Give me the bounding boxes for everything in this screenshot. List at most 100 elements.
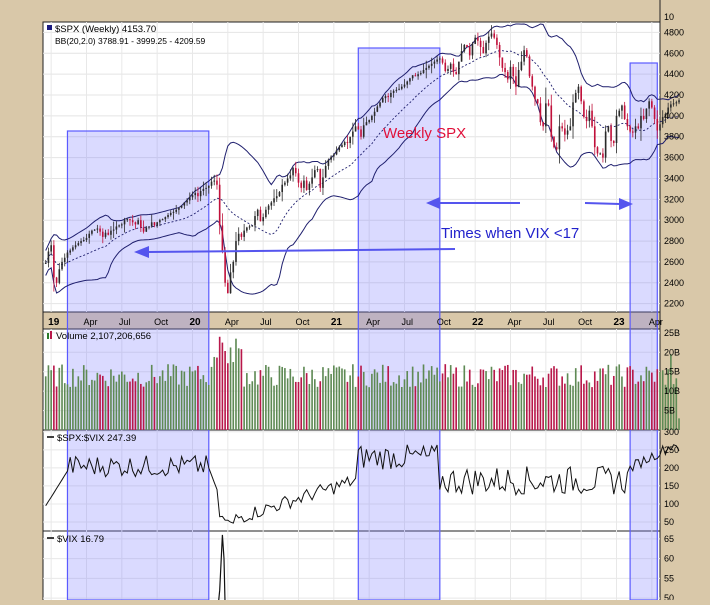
- volume-bar: [246, 373, 248, 430]
- volume-bar: [232, 362, 235, 430]
- price-candle: [273, 198, 275, 203]
- volume-bar: [85, 369, 88, 430]
- price-candle: [528, 56, 531, 77]
- volume-bar: [101, 375, 104, 430]
- price-candle: [224, 250, 226, 283]
- vix-layer: [217, 534, 226, 605]
- volume-bar: [172, 364, 175, 430]
- price-candle: [284, 182, 286, 185]
- x-tick-label: Apr: [508, 317, 522, 327]
- price-candle: [107, 232, 110, 235]
- price-candle: [411, 75, 414, 79]
- price-candle: [479, 40, 482, 48]
- price-candle: [188, 197, 191, 201]
- price-candle: [558, 126, 561, 150]
- volume-bar: [164, 380, 167, 430]
- x-tick-label: Apr: [649, 317, 663, 327]
- price-candle: [278, 192, 281, 197]
- volume-bar: [593, 371, 596, 430]
- volume-bar: [93, 380, 96, 430]
- price-candle: [227, 282, 229, 294]
- price-candle: [604, 131, 607, 158]
- volume-legend-swatch: [47, 333, 49, 339]
- price-candle: [523, 50, 525, 62]
- volume-bar: [417, 371, 419, 430]
- price-candle: [373, 111, 376, 116]
- volume-bar: [254, 371, 256, 430]
- price-candle: [172, 211, 175, 213]
- volume-bar: [580, 365, 582, 430]
- price-candle: [395, 89, 398, 91]
- volume-bar: [297, 382, 300, 430]
- volume-bar: [460, 386, 463, 430]
- volume-bar: [82, 365, 85, 430]
- volume-y-tick-label: 15B: [664, 367, 680, 377]
- price-title: $SPX (Weekly) 4153.70: [55, 24, 156, 35]
- price-candle: [392, 90, 395, 93]
- price-candle: [137, 220, 139, 225]
- volume-bar: [324, 376, 327, 430]
- volume-bar: [205, 382, 207, 430]
- volume-bar: [284, 368, 286, 430]
- x-tick-label: Jul: [119, 317, 131, 327]
- price-candle: [205, 187, 207, 189]
- price-candle: [436, 59, 438, 62]
- volume-bar: [213, 356, 216, 430]
- grid-layer: [43, 22, 660, 605]
- price-candle: [110, 230, 112, 235]
- volume-bar: [490, 366, 493, 430]
- ratio-y-tick-label: 150: [664, 481, 679, 491]
- price-candle: [667, 107, 669, 114]
- volume-bar: [422, 364, 425, 430]
- volume-bar: [183, 371, 186, 430]
- price-candle: [129, 219, 131, 221]
- volume-bar: [153, 376, 156, 430]
- vix-panel: [42, 530, 661, 605]
- volume-bar: [142, 386, 145, 430]
- price-candle: [47, 251, 50, 263]
- price-candle: [534, 86, 536, 100]
- price-candle: [72, 247, 74, 251]
- volume-bar: [197, 365, 199, 430]
- price-y-tick-label: 4200: [664, 90, 684, 100]
- weekly-spx-annotation: Weekly SPX: [383, 125, 466, 142]
- volume-bar: [289, 368, 292, 430]
- volume-bar: [72, 368, 74, 430]
- volume-bar: [96, 372, 99, 430]
- price-candle: [406, 81, 409, 85]
- price-y-tick-label: 3000: [664, 215, 684, 225]
- volume-bar: [585, 380, 588, 430]
- price-candle: [441, 58, 444, 63]
- price-y-tick-label: 2600: [664, 257, 684, 267]
- volume-bar: [140, 383, 142, 430]
- price-candle: [53, 245, 55, 278]
- price-candle: [550, 105, 553, 137]
- price-candle: [115, 226, 118, 230]
- volume-bar: [602, 368, 604, 430]
- price-candle: [460, 51, 463, 62]
- x-tick-label: 20: [189, 317, 201, 328]
- volume-bar: [392, 382, 395, 430]
- volume-bar: [468, 369, 471, 430]
- volume-layer: [44, 336, 680, 430]
- price-candle: [167, 214, 169, 218]
- price-candle: [493, 33, 496, 38]
- volume-bar: [47, 365, 50, 430]
- price-y-tick-label: 3800: [664, 132, 684, 142]
- price-candle: [169, 212, 172, 215]
- price-candle: [403, 84, 406, 87]
- price-candle: [175, 209, 178, 212]
- price-candle: [506, 72, 509, 80]
- volume-bar: [536, 378, 539, 430]
- volume-bar: [169, 376, 172, 430]
- price-candle: [297, 173, 300, 183]
- price-candle: [134, 222, 137, 225]
- price-candle: [675, 102, 678, 104]
- volume-bar: [626, 367, 629, 430]
- volume-bar: [531, 366, 534, 430]
- price-candle: [294, 168, 297, 174]
- price-candle: [161, 219, 164, 221]
- volume-bar: [558, 385, 561, 430]
- volume-bar: [104, 380, 107, 430]
- volume-bar: [229, 347, 232, 430]
